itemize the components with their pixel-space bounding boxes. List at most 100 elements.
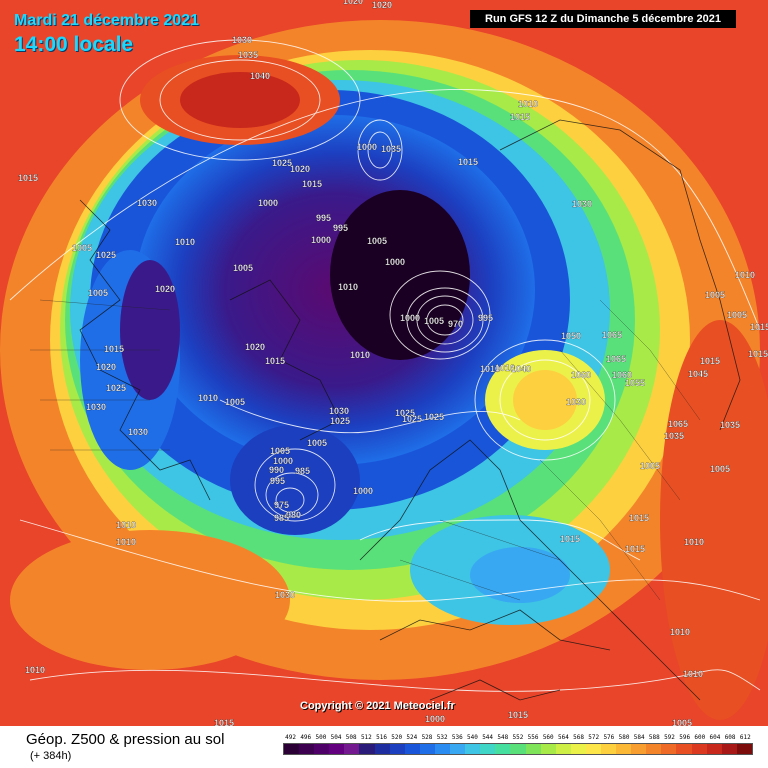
coastlines — [79, 119, 741, 701]
pressure-label: 980 — [286, 510, 301, 520]
scale-swatch — [736, 744, 752, 754]
vortex-core — [330, 190, 470, 360]
map-title: Géop. Z500 & pression au sol — [26, 731, 225, 748]
pressure-label: 1000 — [385, 257, 405, 267]
scale-swatch — [691, 744, 707, 754]
pressure-label: 1015 — [214, 718, 234, 726]
pressure-label: 1000 — [425, 714, 445, 724]
scale-label: 568 — [573, 734, 584, 741]
scale-label: 588 — [648, 734, 660, 741]
scale-swatch — [555, 744, 571, 754]
pressure-label: 1010 — [518, 99, 538, 109]
pressure-label: 995 — [316, 213, 331, 223]
pressure-label: 1050 — [561, 331, 581, 341]
pressure-label: 1000 — [353, 486, 373, 496]
scale-label: 600 — [694, 734, 706, 741]
scale-swatch — [284, 744, 300, 754]
pressure-label: 1010 — [338, 282, 358, 292]
country-borders — [30, 299, 701, 601]
pressure-label: 1020 — [290, 164, 310, 174]
pressure-label: 1015 — [302, 179, 322, 189]
pressure-label: 1060 — [571, 370, 591, 380]
scale-swatch — [540, 744, 556, 754]
scale-label: 516 — [376, 734, 387, 741]
pressure-label: 995 — [478, 313, 493, 323]
pressure-label: 1005 — [72, 243, 92, 253]
pressure-label: 1020 — [155, 284, 175, 294]
scale-label: 560 — [542, 734, 554, 741]
pressure-label: 1030 — [232, 35, 252, 45]
pressure-label: 1020 — [372, 0, 392, 10]
pressure-label: 1000 — [273, 456, 293, 466]
pressure-label: 1030 — [128, 427, 148, 437]
pressure-label: 1040 — [511, 364, 531, 374]
pressure-label: 1010 — [198, 393, 218, 403]
forecast-horizon: (+ 384h) — [30, 750, 72, 762]
pressure-label: 1020 — [343, 0, 363, 6]
scale-swatch — [374, 744, 390, 754]
ridge-north-pacific-core — [180, 72, 300, 128]
pressure-label: 1030 — [86, 402, 106, 412]
pressure-label: 1015 — [104, 344, 124, 354]
pressure-label: 1005 — [672, 718, 692, 726]
pressure-label: 1005 — [233, 263, 253, 273]
scale-swatch — [314, 744, 330, 754]
pressure-label: 990 — [269, 465, 284, 475]
isobars — [9, 39, 761, 692]
scale-swatch — [570, 744, 586, 754]
pressure-label: 1005 — [367, 236, 387, 246]
scale-label: 504 — [330, 734, 342, 741]
copyright-notice: Copyright © 2021 Meteociel.fr — [300, 700, 455, 712]
scale-label: 500 — [315, 734, 327, 741]
pressure-label: 1030 — [329, 406, 349, 416]
dryland-africa — [10, 530, 290, 670]
pressure-label: 1005 — [705, 290, 725, 300]
scale-label: 492 — [285, 734, 296, 741]
scale-swatch — [616, 744, 632, 754]
scale-label: 544 — [482, 734, 494, 741]
pressure-label: 1020 — [96, 362, 116, 372]
pressure-label: 1065 — [606, 354, 626, 364]
pressure-label: 1010 — [683, 669, 703, 679]
pressure-label: 1010 — [480, 364, 500, 374]
pressure-label: 1035 — [381, 144, 401, 154]
pressure-label: 1055 — [625, 378, 645, 388]
pressure-label: 985 — [295, 466, 310, 476]
scale-label: 520 — [391, 734, 403, 741]
scale-swatch — [661, 744, 677, 754]
scale-label: 584 — [633, 734, 645, 741]
scale-swatch — [419, 744, 435, 754]
scale-swatch — [721, 744, 737, 754]
pressure-label: 970 — [448, 319, 463, 329]
pressure-label: 1025 — [106, 383, 126, 393]
pressure-label: 1015 — [510, 112, 530, 122]
pressure-label: 1005 — [307, 438, 327, 448]
pressure-label: 1025 — [424, 412, 444, 422]
pressure-label: 1025 — [272, 158, 292, 168]
scale-swatch — [676, 744, 692, 754]
pressure-label: 1010 — [116, 520, 136, 530]
pressure-label: 1010 — [350, 350, 370, 360]
scale-label: 572 — [588, 734, 600, 741]
scale-label: 536 — [451, 734, 463, 741]
scale-swatch — [480, 744, 496, 754]
pressure-label: 1025 — [330, 416, 350, 426]
scale-swatch — [359, 744, 375, 754]
pressure-label: 1015 — [748, 349, 768, 359]
forecast-date: Mardi 21 décembre 2021 — [14, 12, 199, 29]
pressure-label: 1025 — [402, 414, 422, 424]
pressure-label: 1035 — [720, 420, 740, 430]
scale-swatch — [525, 744, 541, 754]
pressure-label: 1010 — [670, 627, 690, 637]
pressure-label: 1010 — [116, 537, 136, 547]
pressure-label: 1060 — [612, 370, 632, 380]
model-run-label: Run GFS 12 Z du Dimanche 5 décembre 2021 — [470, 10, 736, 28]
pressure-label: 1010 — [495, 363, 515, 373]
pressure-label: 1005 — [270, 446, 290, 456]
pressure-label: 1005 — [727, 310, 747, 320]
pressure-label: 1025 — [96, 250, 116, 260]
scale-label: 596 — [679, 734, 691, 741]
scale-label: 604 — [709, 734, 721, 741]
pressure-label: 1030 — [275, 590, 295, 600]
